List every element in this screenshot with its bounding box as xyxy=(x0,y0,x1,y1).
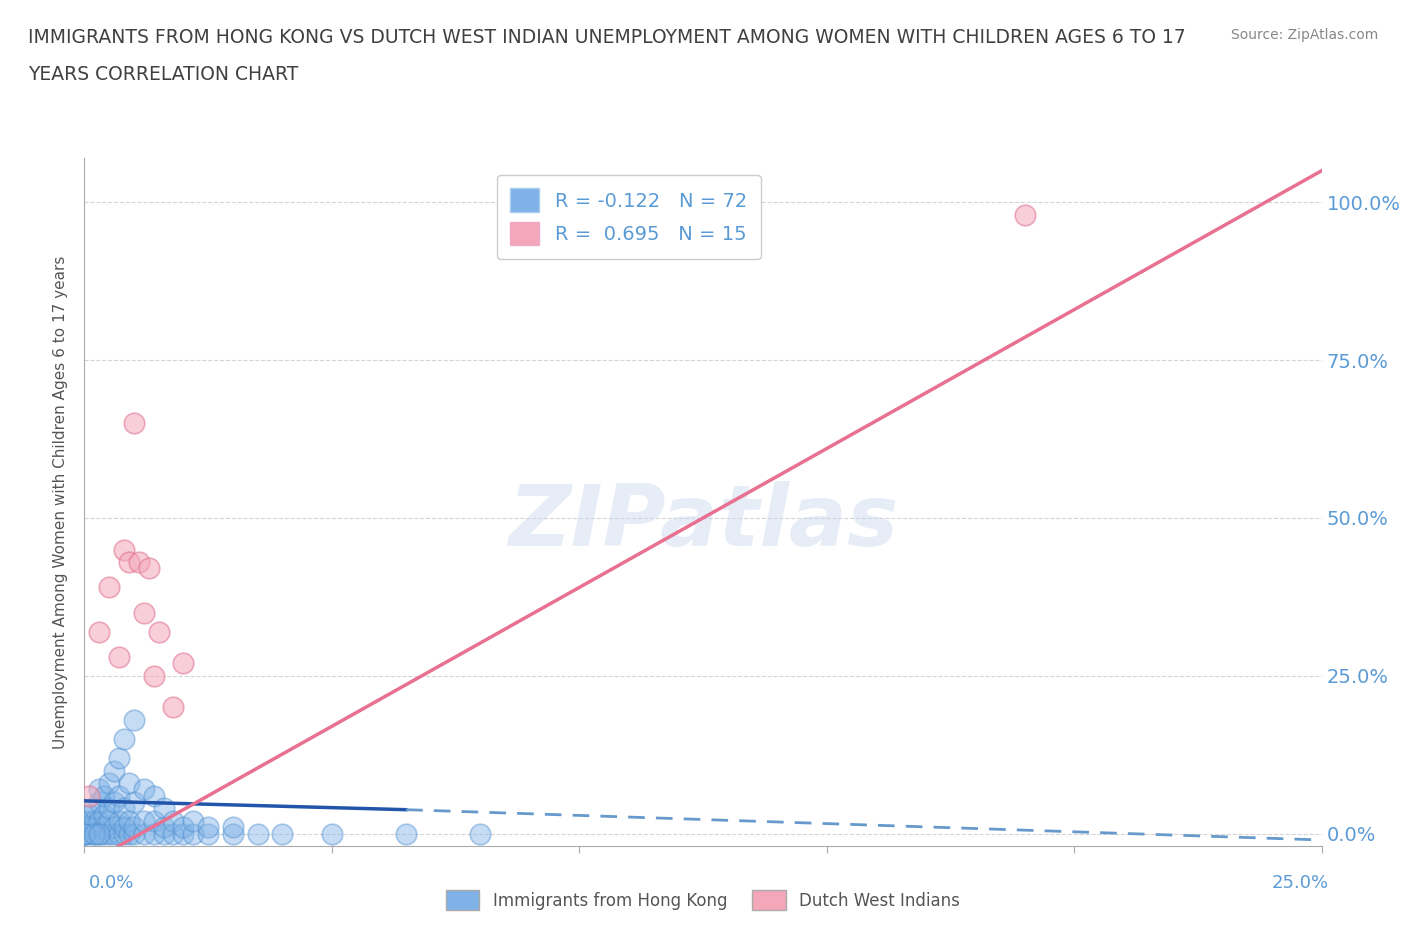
Point xyxy=(148,624,170,639)
Point xyxy=(197,820,219,835)
Point xyxy=(89,794,111,809)
Point xyxy=(395,826,418,841)
Point xyxy=(73,826,96,841)
Point xyxy=(112,801,135,816)
Point xyxy=(122,712,145,727)
Y-axis label: Unemployment Among Women with Children Ages 6 to 17 years: Unemployment Among Women with Children A… xyxy=(53,256,69,749)
Point xyxy=(132,814,155,829)
Point xyxy=(128,554,150,569)
Point xyxy=(142,789,165,804)
Point xyxy=(103,794,125,809)
Point xyxy=(83,801,105,816)
Point xyxy=(73,820,96,835)
Point xyxy=(108,814,131,829)
Point xyxy=(89,826,111,841)
Point xyxy=(73,826,96,841)
Point xyxy=(152,820,174,835)
Point xyxy=(112,732,135,747)
Point xyxy=(103,764,125,778)
Text: 25.0%: 25.0% xyxy=(1271,874,1329,892)
Point xyxy=(271,826,294,841)
Point xyxy=(118,554,141,569)
Legend: Immigrants from Hong Kong, Dutch West Indians: Immigrants from Hong Kong, Dutch West In… xyxy=(440,884,966,917)
Point xyxy=(79,826,101,841)
Point xyxy=(108,751,131,765)
Point xyxy=(98,814,121,829)
Point xyxy=(112,820,135,835)
Point xyxy=(132,605,155,620)
Point xyxy=(79,807,101,822)
Point xyxy=(470,826,492,841)
Point xyxy=(83,826,105,841)
Point xyxy=(89,782,111,797)
Point xyxy=(132,782,155,797)
Point xyxy=(122,820,145,835)
Point xyxy=(73,826,96,841)
Point xyxy=(89,814,111,829)
Point xyxy=(118,826,141,841)
Point xyxy=(142,826,165,841)
Point xyxy=(89,826,111,841)
Text: IMMIGRANTS FROM HONG KONG VS DUTCH WEST INDIAN UNEMPLOYMENT AMONG WOMEN WITH CHI: IMMIGRANTS FROM HONG KONG VS DUTCH WEST … xyxy=(28,28,1185,46)
Point xyxy=(162,826,184,841)
Point xyxy=(83,814,105,829)
Point xyxy=(222,820,245,835)
Text: Source: ZipAtlas.com: Source: ZipAtlas.com xyxy=(1230,28,1378,42)
Point xyxy=(89,624,111,639)
Point xyxy=(122,794,145,809)
Point xyxy=(152,801,174,816)
Point xyxy=(83,820,105,835)
Point xyxy=(162,700,184,715)
Point xyxy=(132,826,155,841)
Point xyxy=(142,669,165,684)
Point xyxy=(138,561,160,576)
Point xyxy=(83,826,105,841)
Point xyxy=(108,826,131,841)
Point xyxy=(122,826,145,841)
Text: YEARS CORRELATION CHART: YEARS CORRELATION CHART xyxy=(28,65,298,84)
Point xyxy=(93,826,115,841)
Point xyxy=(112,542,135,557)
Point xyxy=(73,814,96,829)
Point xyxy=(73,826,96,841)
Point xyxy=(321,826,343,841)
Point xyxy=(98,580,121,595)
Point xyxy=(181,826,204,841)
Point xyxy=(108,789,131,804)
Text: 0.0%: 0.0% xyxy=(89,874,134,892)
Point xyxy=(142,814,165,829)
Point xyxy=(79,820,101,835)
Point xyxy=(108,649,131,664)
Point xyxy=(222,826,245,841)
Point xyxy=(1014,207,1036,222)
Point xyxy=(246,826,269,841)
Point xyxy=(118,814,141,829)
Point xyxy=(172,826,194,841)
Point xyxy=(93,807,115,822)
Point xyxy=(98,801,121,816)
Point xyxy=(112,826,135,841)
Point xyxy=(172,820,194,835)
Point xyxy=(79,814,101,829)
Point xyxy=(122,416,145,431)
Point xyxy=(103,820,125,835)
Point xyxy=(93,820,115,835)
Point xyxy=(103,826,125,841)
Point xyxy=(152,826,174,841)
Point xyxy=(93,789,115,804)
Point xyxy=(118,776,141,790)
Point xyxy=(98,776,121,790)
Point xyxy=(73,826,96,841)
Point xyxy=(98,826,121,841)
Text: ZIPatlas: ZIPatlas xyxy=(508,482,898,565)
Point xyxy=(181,814,204,829)
Point xyxy=(197,826,219,841)
Legend: R = -0.122   N = 72, R =  0.695   N = 15: R = -0.122 N = 72, R = 0.695 N = 15 xyxy=(496,175,761,259)
Point xyxy=(172,656,194,671)
Point xyxy=(162,814,184,829)
Point xyxy=(79,789,101,804)
